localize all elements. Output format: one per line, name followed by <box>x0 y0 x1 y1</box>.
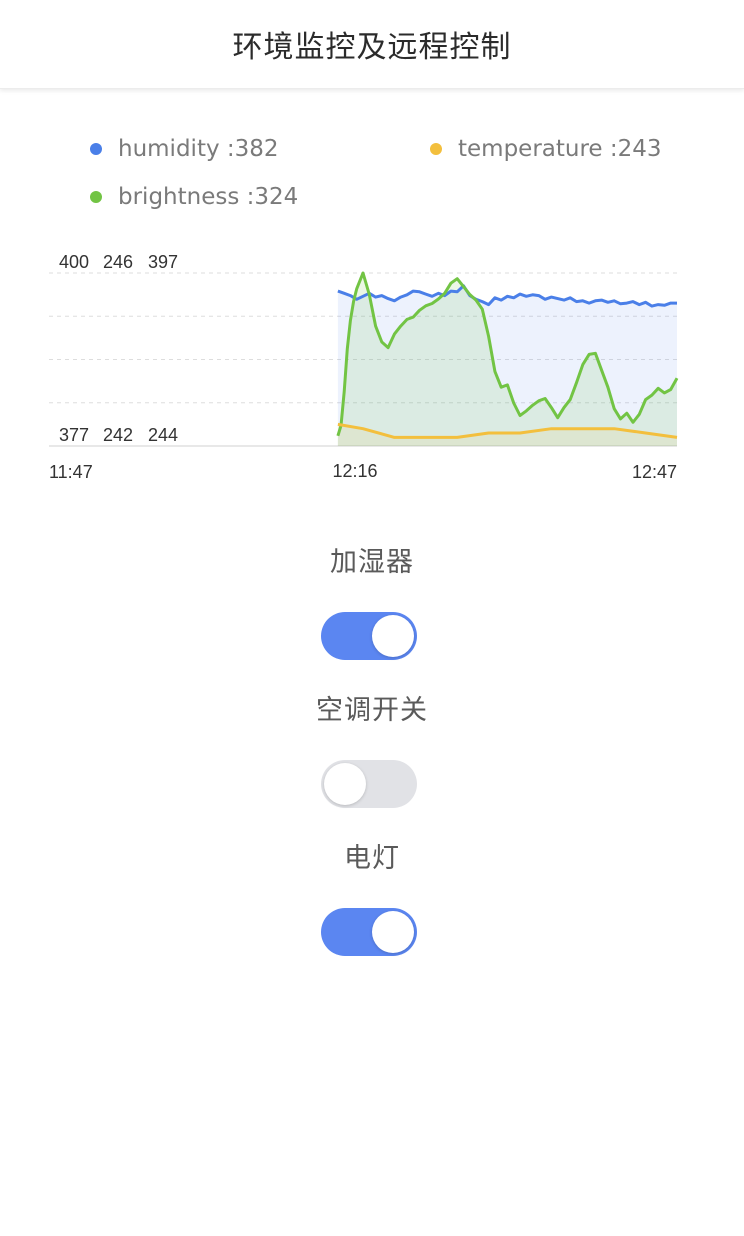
legend-item-humidity[interactable]: humidity :382 <box>90 136 279 162</box>
legend-value: :382 <box>226 136 279 162</box>
humidity-dot-icon <box>90 143 102 155</box>
y-top-label-brightness: 397 <box>148 252 178 272</box>
chart-grid <box>49 272 677 447</box>
chart-labels: 400 246 397 377 242 244 11:47 12:16 12:4… <box>49 252 677 482</box>
temperature-series-line <box>337 422 678 439</box>
control-air-conditioner: 空调开关 <box>0 688 744 727</box>
header: 环境监控及远程控制 <box>0 0 744 89</box>
legend-name: humidity <box>118 136 220 162</box>
y-bottom-label-temperature: 242 <box>103 425 133 445</box>
light-toggle[interactable] <box>321 908 417 956</box>
humidifier-toggle[interactable] <box>321 612 417 660</box>
toggle-knob <box>372 911 414 953</box>
brightness-area <box>337 273 677 446</box>
x-tick-label: 12:16 <box>332 461 377 481</box>
brightness-series-line <box>336 271 679 437</box>
y-top-label-humidity: 400 <box>59 252 89 272</box>
toggle-knob <box>372 615 414 657</box>
temperature-dot-icon <box>430 143 442 155</box>
y-top-label-temperature: 246 <box>103 252 133 272</box>
humidity-series-line <box>337 284 677 308</box>
y-bottom-label-brightness: 244 <box>148 425 178 445</box>
toggle-knob <box>324 763 366 805</box>
humidifier-label: 加湿器 <box>330 547 414 578</box>
legend-name: brightness <box>118 184 240 210</box>
light-label: 电灯 <box>344 843 400 874</box>
y-bottom-label-humidity: 377 <box>59 425 89 445</box>
air-conditioner-label: 空调开关 <box>316 695 428 726</box>
air-conditioner-toggle[interactable] <box>321 760 417 808</box>
line-chart: 400 246 397 377 242 244 11:47 12:16 12:4… <box>0 240 744 500</box>
brightness-dot-icon <box>90 191 102 203</box>
chart-svg: 400 246 397 377 242 244 11:47 12:16 12:4… <box>49 252 679 482</box>
legend-value: :243 <box>609 136 662 162</box>
x-tick-label: 12:47 <box>632 462 677 482</box>
control-humidifier: 加湿器 <box>0 540 744 579</box>
legend-value: :324 <box>246 184 299 210</box>
chart-areas <box>337 273 677 446</box>
x-tick-label: 11:47 <box>49 462 93 482</box>
control-light: 电灯 <box>0 836 744 875</box>
legend-item-temperature[interactable]: temperature :243 <box>430 136 662 162</box>
page-title: 环境监控及远程控制 <box>232 30 512 65</box>
chart-lines <box>336 271 679 439</box>
legend-name: temperature <box>458 136 603 162</box>
legend-item-brightness[interactable]: brightness :324 <box>90 184 298 210</box>
humidity-area <box>337 285 677 446</box>
